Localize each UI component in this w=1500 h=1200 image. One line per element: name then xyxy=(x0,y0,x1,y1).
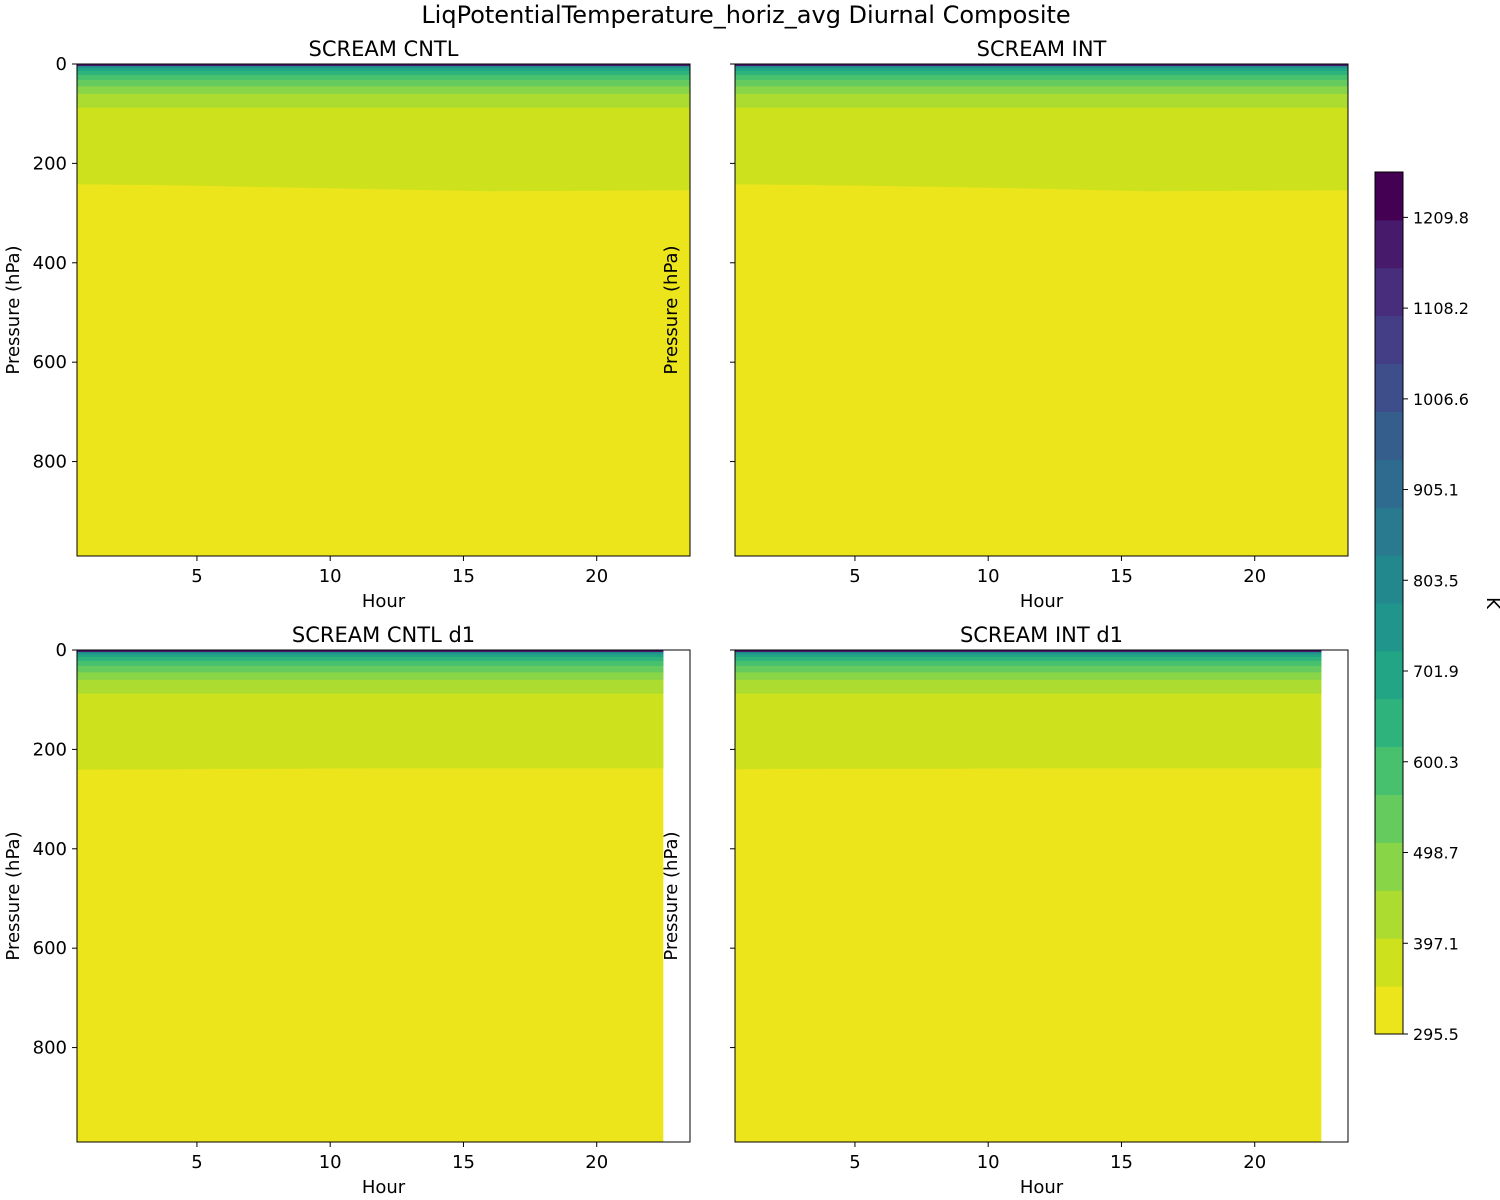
panel-title: SCREAM CNTL d1 xyxy=(292,623,475,647)
y-tick-label: 400 xyxy=(33,253,67,274)
colorbar-level-4 xyxy=(1375,842,1403,891)
colorbar-tick-label: 701.9 xyxy=(1413,662,1459,681)
y-axis-label: Pressure (hPa) xyxy=(3,831,24,960)
x-tick-label: 5 xyxy=(191,566,202,587)
y-tick-label: 800 xyxy=(33,452,67,473)
x-tick-label: 20 xyxy=(1243,566,1266,587)
x-tick-label: 15 xyxy=(452,1152,475,1173)
x-tick-label: 15 xyxy=(1110,566,1133,587)
x-axis-label: Hour xyxy=(362,591,406,612)
colorbar-level-11 xyxy=(1375,507,1403,556)
y-tick-label: 200 xyxy=(33,153,67,174)
x-tick-label: 10 xyxy=(977,1152,1000,1173)
panel-title: SCREAM CNTL xyxy=(309,37,459,61)
colorbar-level-9 xyxy=(1375,603,1403,652)
panel-title: SCREAM INT xyxy=(977,37,1107,61)
y-tick-label: 600 xyxy=(33,938,67,959)
x-tick-label: 10 xyxy=(319,1152,342,1173)
colorbar-level-18 xyxy=(1375,172,1403,221)
colorbar-level-6 xyxy=(1375,746,1403,796)
colorbar-frame xyxy=(1374,171,1404,1035)
x-tick-label: 15 xyxy=(452,566,475,587)
x-tick-label: 20 xyxy=(1243,1152,1266,1173)
axes-frame xyxy=(76,63,691,557)
panel-title: SCREAM INT d1 xyxy=(960,623,1123,647)
figure-title: LiqPotentialTemperature_horiz_avg Diurna… xyxy=(421,1,1070,29)
y-axis-label: Pressure (hPa) xyxy=(661,831,682,960)
x-tick-label: 10 xyxy=(977,566,1000,587)
colorbar-level-13 xyxy=(1375,411,1403,460)
y-tick-label: 0 xyxy=(56,640,67,661)
y-axis-label: Pressure (hPa) xyxy=(661,245,682,374)
contour-band-top xyxy=(735,64,1348,66)
colorbar-tick-label: 397.1 xyxy=(1413,934,1459,953)
colorbar-tick-label: 905.1 xyxy=(1413,481,1459,500)
colorbar-tick-label: 1108.2 xyxy=(1413,299,1469,318)
x-tick-label: 5 xyxy=(849,566,860,587)
colorbar-tick-label: 498.7 xyxy=(1413,844,1459,863)
colorbar-tick-label: 1006.6 xyxy=(1413,390,1469,409)
colorbar-level-12 xyxy=(1375,459,1403,508)
axes-frame xyxy=(734,649,1349,1143)
colorbar-level-1 xyxy=(1375,986,1403,1035)
y-tick-label: 800 xyxy=(33,1038,67,1059)
colorbar-level-17 xyxy=(1375,219,1403,269)
axes-frame xyxy=(734,63,1349,557)
colorbar-level-15 xyxy=(1375,315,1403,365)
x-tick-label: 10 xyxy=(319,566,342,587)
y-tick-label: 400 xyxy=(33,839,67,860)
colorbar-label: K xyxy=(1482,597,1500,610)
x-tick-label: 20 xyxy=(585,566,608,587)
x-axis-label: Hour xyxy=(1020,591,1064,612)
panel-4: 5 10 15 20 SCREAM INT d1 Hour Pressure (hPa) xyxy=(661,623,1349,1198)
plot-area xyxy=(77,64,690,556)
colorbar-level-5 xyxy=(1375,794,1403,843)
contour-band-top xyxy=(77,650,664,652)
colorbar-level-3 xyxy=(1375,890,1403,939)
y-tick-label: 200 xyxy=(33,739,67,760)
plot-area xyxy=(735,650,1322,1142)
colorbar: 295.5 397.1 498.7 600.3 701.9 803.5 905.1 1006.… xyxy=(1374,171,1500,1044)
y-tick-label: 600 xyxy=(33,352,67,373)
colorbar-level-10 xyxy=(1375,555,1403,604)
colorbar-level-2 xyxy=(1375,938,1403,987)
colorbar-tick-label: 600.3 xyxy=(1413,753,1459,772)
x-tick-label: 20 xyxy=(585,1152,608,1173)
colorbar-tick-label: 1209.8 xyxy=(1413,208,1469,227)
x-axis-label: Hour xyxy=(1020,1177,1064,1198)
x-axis-label: Hour xyxy=(362,1177,406,1198)
x-tick-label: 5 xyxy=(849,1152,860,1173)
y-axis-label: Pressure (hPa) xyxy=(3,245,24,374)
x-tick-label: 5 xyxy=(191,1152,202,1173)
colorbar-level-14 xyxy=(1375,363,1403,412)
colorbar-level-16 xyxy=(1375,267,1403,317)
y-tick-label: 0 xyxy=(56,54,67,75)
colorbar-level-8 xyxy=(1375,650,1403,700)
colorbar-tick-label: 803.5 xyxy=(1413,571,1459,590)
plot-area xyxy=(735,64,1348,556)
axes-frame xyxy=(76,649,691,1143)
contour-band-top xyxy=(735,650,1322,652)
x-tick-label: 15 xyxy=(1110,1152,1133,1173)
panel-2: 5 10 15 20 SCREAM INT Hour Pressure (hPa) xyxy=(661,37,1349,612)
colorbar-level-7 xyxy=(1375,698,1403,748)
colorbar-tick-label: 295.5 xyxy=(1413,1025,1459,1044)
plot-area xyxy=(77,650,664,1142)
contour-band-top xyxy=(77,64,690,66)
